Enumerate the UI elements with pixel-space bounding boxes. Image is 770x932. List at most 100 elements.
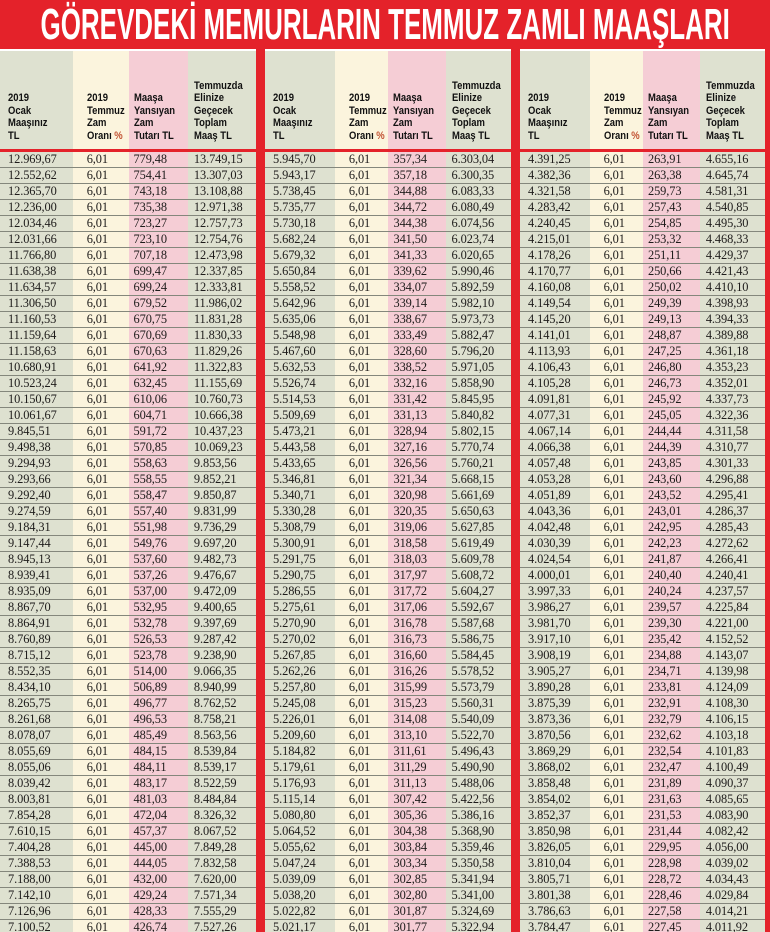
cell-raise-rate: 6,01 [589, 840, 643, 855]
column-header-text: Ocak [273, 104, 297, 117]
cell-raise-rate: 6,01 [589, 264, 643, 279]
column-header-text: Yansıyan [133, 104, 175, 117]
cell-january-salary: 4.170,77 [520, 264, 590, 279]
cell-total-salary: 7.571,34 [187, 888, 256, 903]
column-header-text: Tutarı TL [133, 129, 174, 142]
table-row: 5.682,24 6,01 341,50 6.023,74 [265, 232, 511, 248]
cell-total-salary: 5.422,56 [445, 792, 511, 807]
column-header-line: Ocak [273, 105, 326, 118]
cell-raise-amount: 735,38 [128, 200, 188, 215]
cell-total-salary: 5.350,58 [445, 856, 511, 871]
column-header-text: Toplam [451, 117, 485, 129]
table-row: 5.340,71 6,01 320,98 5.661,69 [265, 488, 511, 504]
column-header-row: 2019 Ocak Maaşınız TL 2019 Temmuz Zam Oranı% Maa… [0, 51, 256, 149]
header-underline [520, 149, 765, 152]
column-header-line: Ocak [8, 105, 64, 118]
table-row: 5.275,61 6,01 317,06 5.592,67 [265, 600, 511, 616]
cell-january-salary: 4.215,01 [520, 232, 590, 247]
cell-total-salary: 6.083,33 [445, 184, 511, 199]
cell-raise-rate: 6,01 [589, 728, 643, 743]
cell-raise-amount: 239,30 [642, 616, 700, 631]
cell-total-salary: 4.398,93 [699, 296, 765, 311]
table-row: 4.066,38 6,01 244,39 4.310,77 [520, 440, 765, 456]
column-header-text: Geçecek [705, 104, 745, 117]
table-row: 8.055,69 6,01 484,15 8.539,84 [0, 744, 256, 760]
page-title: GÖREVDEKİ MEMURLARIN TEMMUZ ZAMLI MAAŞLA… [40, 0, 730, 49]
table-row: 5.021,17 6,01 301,77 5.322,94 [265, 920, 511, 932]
cell-january-salary: 3.905,27 [520, 664, 590, 679]
cell-raise-amount: 263,91 [642, 152, 700, 167]
cell-total-salary: 11.829,26 [187, 344, 256, 359]
cell-raise-amount: 334,07 [388, 280, 446, 295]
table-row: 11.638,38 6,01 699,47 12.337,85 [0, 264, 256, 280]
cell-january-salary: 5.632,53 [265, 360, 335, 375]
cell-raise-rate: 6,01 [72, 664, 129, 679]
cell-total-salary: 10.760,73 [187, 392, 256, 407]
cell-january-salary: 4.178,26 [520, 248, 590, 263]
cell-total-salary: 5.608,72 [445, 568, 511, 583]
table-row: 8.078,07 6,01 485,49 8.563,56 [0, 728, 256, 744]
header-underline [0, 149, 256, 152]
cell-january-salary: 7.100,52 [0, 920, 73, 932]
cell-raise-amount: 707,18 [128, 248, 188, 263]
table-row: 5.115,14 6,01 307,42 5.422,56 [265, 792, 511, 808]
cell-raise-rate: 6,01 [589, 360, 643, 375]
cell-january-salary: 8.867,70 [0, 600, 73, 615]
table-row: 3.868,02 6,01 232,47 4.100,49 [520, 760, 765, 776]
cell-total-salary: 4.014,21 [699, 904, 765, 919]
cell-total-salary: 12.754,76 [187, 232, 256, 247]
cell-raise-amount: 228,98 [642, 856, 700, 871]
cell-total-salary: 4.286,37 [699, 504, 765, 519]
cell-january-salary: 8.945,13 [0, 552, 73, 567]
column-header-line: Tutarı TL [648, 130, 693, 143]
cell-total-salary: 4.394,33 [699, 312, 765, 327]
cell-raise-amount: 557,40 [128, 504, 188, 519]
column-header-raise-amount: Maaşa Yansıyan Zam Tutarı TL [388, 51, 446, 149]
table-row: 7.142,10 6,01 429,24 7.571,34 [0, 888, 256, 904]
cell-raise-amount: 484,15 [128, 744, 188, 759]
cell-raise-rate: 6,01 [334, 552, 389, 567]
column-header-line: Temmuz [604, 105, 642, 118]
cell-raise-amount: 641,92 [128, 360, 188, 375]
column-header-text: Maaşa [393, 92, 423, 104]
table-row: 4.215,01 6,01 253,32 4.468,33 [520, 232, 765, 248]
table-row: 5.039,09 6,01 302,85 5.341,94 [265, 872, 511, 888]
column-header-line: 2019 [8, 92, 64, 105]
cell-total-salary: 4.322,36 [699, 408, 765, 423]
cell-january-salary: 3.852,37 [520, 808, 590, 823]
cell-total-salary: 5.973,73 [445, 312, 511, 327]
cell-total-salary: 4.039,02 [699, 856, 765, 871]
column-header-line: Geçecek [706, 105, 757, 118]
cell-january-salary: 5.286,55 [265, 584, 335, 599]
table-row: 4.170,77 6,01 250,66 4.421,43 [520, 264, 765, 280]
cell-raise-amount: 243,60 [642, 472, 700, 487]
cell-raise-amount: 532,95 [128, 600, 188, 615]
cell-total-salary: 5.368,90 [445, 824, 511, 839]
column-header-text: Oranı [348, 129, 374, 142]
cell-raise-rate: 6,01 [589, 248, 643, 263]
table-row: 4.149,54 6,01 249,39 4.398,93 [520, 296, 765, 312]
table-row: 10.523,24 6,01 632,45 11.155,69 [0, 376, 256, 392]
cell-raise-amount: 304,38 [388, 824, 446, 839]
cell-total-salary: 9.831,99 [187, 504, 256, 519]
cell-raise-amount: 320,98 [388, 488, 446, 503]
cell-raise-amount: 232,91 [642, 696, 700, 711]
cell-raise-amount: 699,47 [128, 264, 188, 279]
cell-raise-amount: 243,85 [642, 456, 700, 471]
table-row: 5.270,90 6,01 316,78 5.587,68 [265, 616, 511, 632]
table-row: 5.300,91 6,01 318,58 5.619,49 [265, 536, 511, 552]
cell-raise-rate: 6,01 [72, 584, 129, 599]
cell-total-salary: 4.272,62 [699, 536, 765, 551]
cell-raise-rate: 6,01 [334, 328, 389, 343]
cell-january-salary: 4.240,45 [520, 216, 590, 231]
cell-raise-rate: 6,01 [334, 584, 389, 599]
cell-raise-rate: 6,01 [72, 856, 129, 871]
cell-raise-amount: 357,34 [388, 152, 446, 167]
cell-total-salary: 4.295,41 [699, 488, 765, 503]
cell-raise-amount: 249,39 [642, 296, 700, 311]
salary-table-group-2: 2019 Ocak Maaşınız TL 2019 Temmuz Zam Oranı% Maa… [265, 49, 511, 932]
cell-raise-amount: 496,53 [128, 712, 188, 727]
cell-raise-amount: 723,10 [128, 232, 188, 247]
cell-raise-rate: 6,01 [589, 888, 643, 903]
column-header-line: Zam [349, 117, 383, 130]
